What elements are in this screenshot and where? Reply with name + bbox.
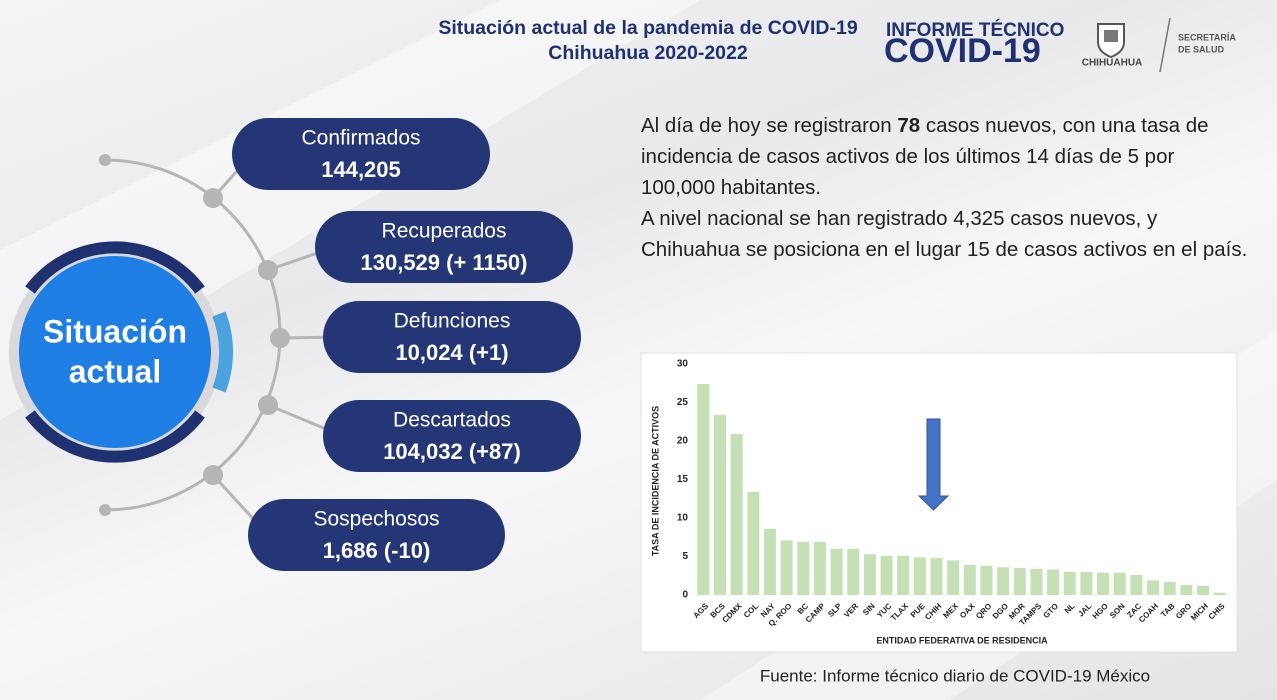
stat-pill [323,301,581,373]
stat-value: 10,024 (+1) [395,340,508,365]
bar [1180,584,1193,595]
bar [713,414,726,595]
x-axis-title: ENTIDAD FEDERATIVA DE RESIDENCIA [876,635,1048,645]
bar [763,528,776,595]
stat-value: 144,205 [321,157,401,182]
report-label: INFORME TÉCNICO [886,19,1064,41]
bar [847,548,860,595]
stat-pill [232,118,490,190]
bar [813,541,826,595]
bar [830,548,843,595]
text: casos nuevos, con una tasa de incidencia… [641,114,1209,199]
connector-dot [203,465,223,485]
stat-pill [315,211,573,283]
bar [930,558,943,595]
bar [1080,571,1093,595]
bar [1030,568,1043,595]
bar [863,554,876,595]
stat-label: Descartados [393,409,511,432]
stat-pill [323,400,581,472]
y-tick-label: 5 [682,551,688,562]
bar [997,567,1010,595]
bar [697,384,710,595]
header-title: Situación actual de la pandemia de COVID… [438,17,858,39]
report-name: COVID-19 [884,32,1041,70]
shield-logo [1097,23,1125,59]
state-name: CHIHUAHUA [1082,58,1143,69]
bar [1047,569,1060,595]
bar [730,434,743,595]
y-axis-title: TASA DE INCIDENCIA DE ACTIVOS [650,406,660,556]
y-tick-label: 0 [682,590,688,601]
bar [1130,574,1143,595]
paragraph: A nivel nacional se han registrado 4,325… [641,207,1248,261]
text: Al día de hoy se registraron [641,114,898,137]
y-tick-label: 20 [677,436,689,447]
connector-dot [99,154,111,166]
bar [1163,581,1176,595]
highlight-arrow [917,418,950,511]
bar [1097,572,1110,595]
agency-line: SECRETARÍA [1178,32,1236,42]
bar [963,564,976,595]
connector-dot [270,328,290,348]
bar [1063,571,1076,595]
bar [797,541,810,595]
bar [913,557,926,595]
bar [780,540,793,595]
stat-value: 1,686 (-10) [323,538,431,563]
paragraph: Al día de hoy se registraron 78 casos nu… [641,110,1251,203]
bar [1197,585,1210,595]
bar [747,491,760,595]
stat-label: Sospechosos [313,508,439,531]
bar [1213,592,1226,595]
y-tick-label: 10 [677,513,689,524]
center-title: Situación [43,313,187,349]
bar [947,560,960,595]
connector-dot [258,260,278,280]
bar [880,555,893,595]
connector-dot [258,395,278,415]
connector-dot [99,504,111,516]
bar [1013,568,1026,595]
stat-value: 130,529 (+ 1150) [361,250,528,275]
y-tick-label: 30 [677,359,689,370]
stat-label: Recuperados [382,220,507,243]
y-tick-label: 15 [677,474,689,485]
bar [980,565,993,595]
bar [1147,580,1160,595]
stat-label: Confirmados [301,127,420,150]
stat-label: Defunciones [394,310,511,333]
bar [1113,572,1126,595]
highlight: 78 [897,114,921,137]
center-title: actual [69,353,161,389]
agency-line: DE SALUD [1178,44,1225,54]
connector-dot [203,188,223,208]
stat-value: 104,032 (+87) [383,439,521,464]
header-subtitle: Chihuahua 2020-2022 [548,42,748,64]
summary-text: Al día de hoy se registraron 78 casos nu… [641,110,1251,265]
source-note: Fuente: Informe técnico diario de COVID-… [760,666,1150,685]
y-tick-label: 25 [677,397,689,408]
bar [897,555,910,595]
stat-pill [248,499,505,571]
